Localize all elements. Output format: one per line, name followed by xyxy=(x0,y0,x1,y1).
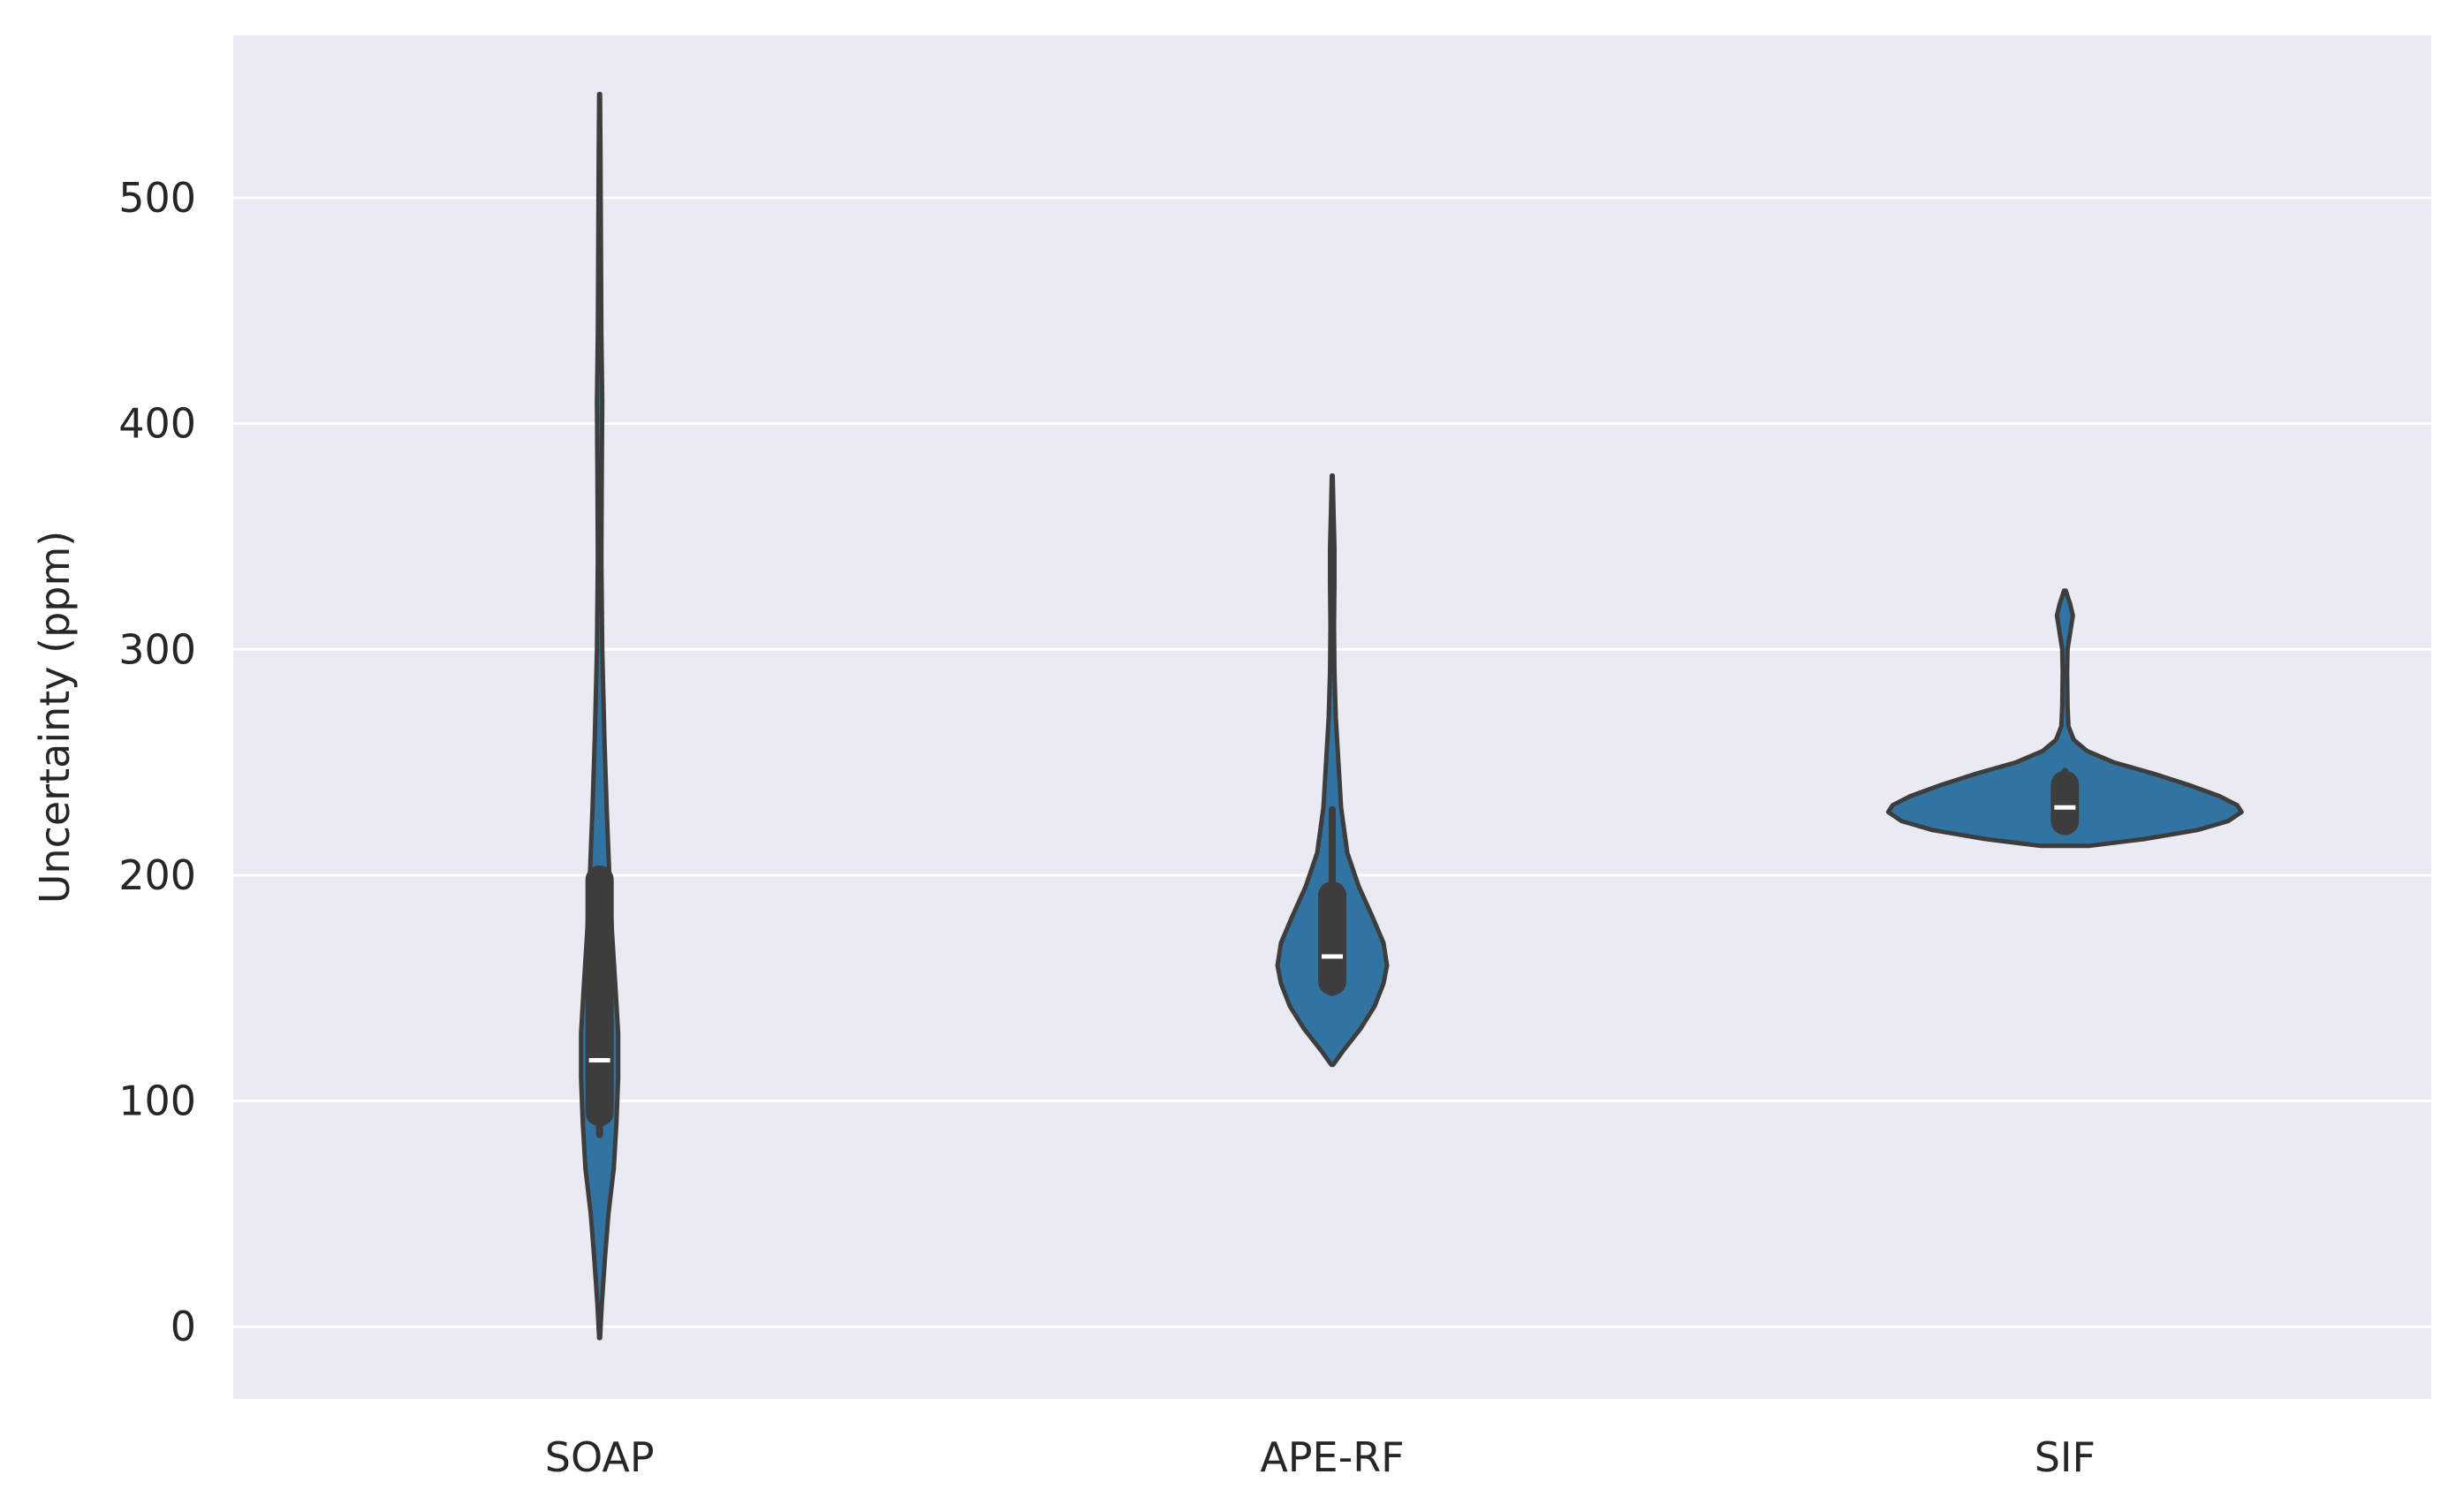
y-tick-label: 100 xyxy=(118,1077,196,1125)
violin-body xyxy=(1885,588,2244,849)
x-tick-label: APE-RF xyxy=(1260,1433,1404,1481)
y-tick-labels: 0 100 200 300 400 500 xyxy=(118,174,196,1350)
x-tick-label: SIF xyxy=(2035,1433,2096,1481)
violin-ape-rf xyxy=(1275,473,1390,1068)
y-tick-label: 300 xyxy=(118,625,196,673)
x-tick-labels: SOAP APE-RF SIF xyxy=(545,1433,2096,1481)
y-tick-label: 200 xyxy=(118,851,196,899)
violin-body xyxy=(1275,473,1390,1068)
violin-soap xyxy=(579,92,621,1341)
y-tick-label: 400 xyxy=(118,400,196,448)
violins xyxy=(579,92,2244,1341)
violin-sif xyxy=(1885,588,2244,849)
y-axis-title: Uncertainty (ppm) xyxy=(31,531,79,903)
x-tick-label: SOAP xyxy=(545,1433,655,1481)
y-tick-label: 0 xyxy=(171,1303,196,1350)
y-tick-label: 500 xyxy=(118,174,196,222)
